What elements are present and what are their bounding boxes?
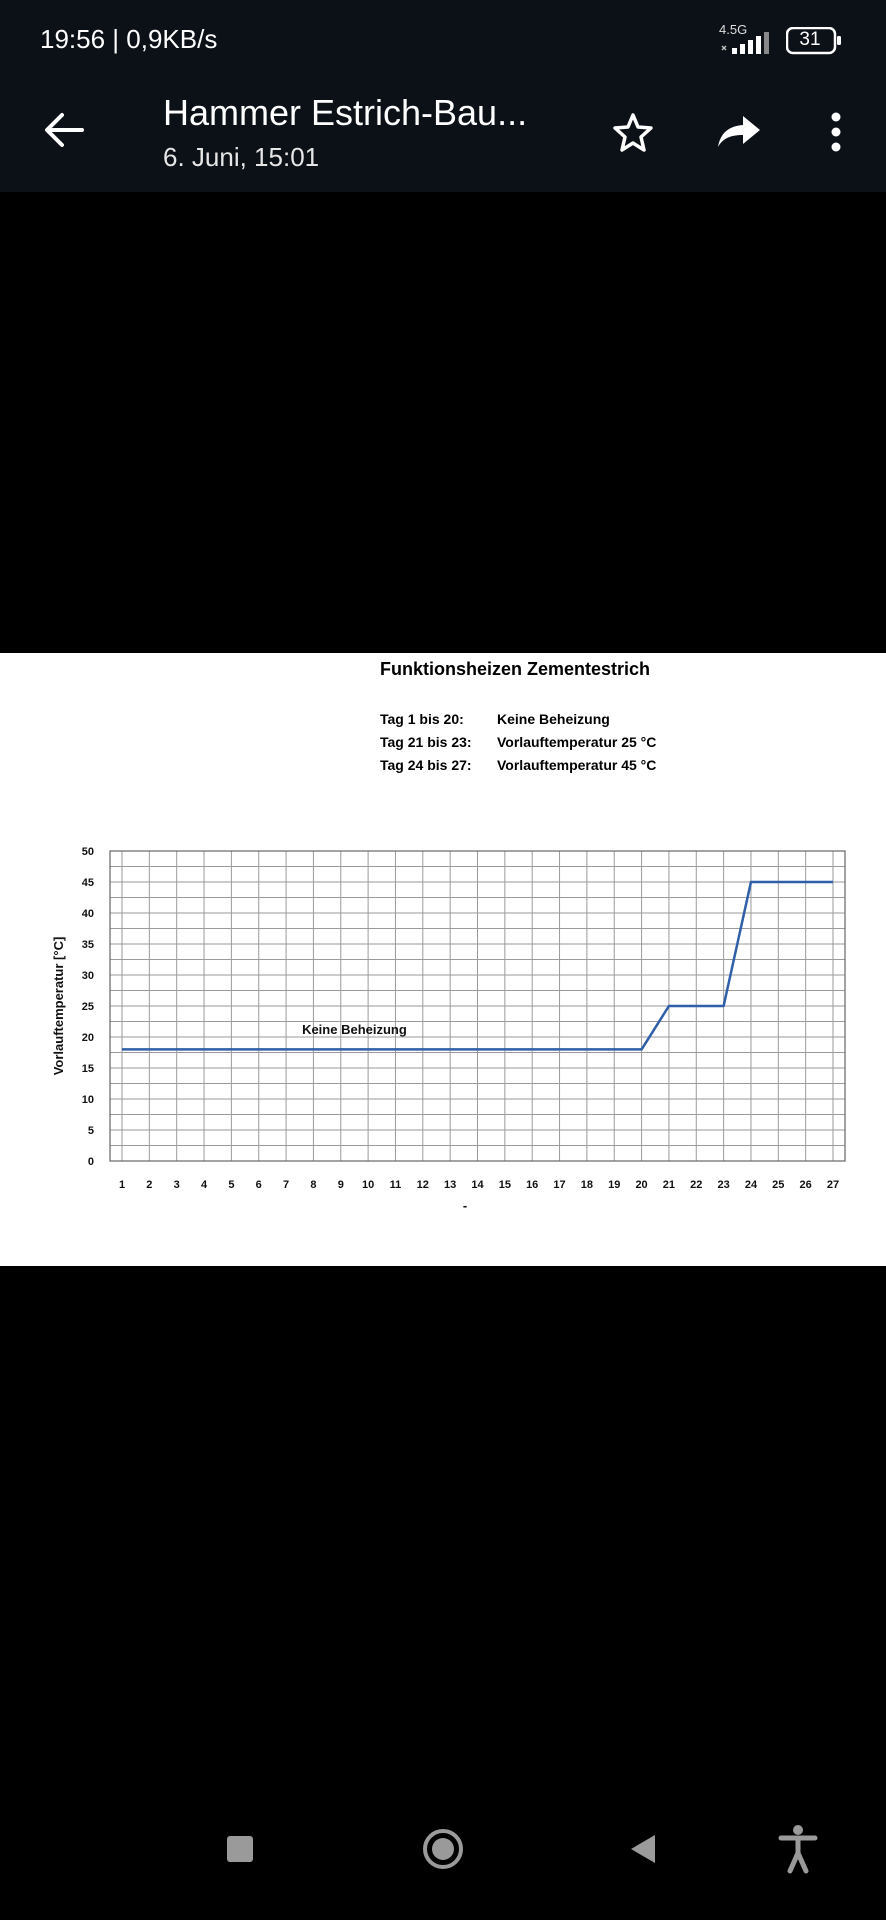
y-tick-label: 30: [82, 970, 94, 982]
battery-level: 31: [799, 29, 821, 50]
top-area: 19:56 | 0,9KB/s 4.5G 31 Hammer Estrich-B…: [0, 0, 886, 192]
legend-value: Vorlauftemperatur 25 °C: [497, 734, 657, 750]
y-tick-label: 15: [82, 1063, 94, 1075]
arrow-left-icon: [45, 113, 84, 147]
triangle-back-icon: [631, 1835, 655, 1863]
x-tick-label: 4: [201, 1179, 208, 1191]
star-button[interactable]: [605, 104, 661, 160]
y-axis-label: Vorlauftemperatur [°C]: [51, 937, 66, 1076]
battery-icon: [786, 27, 841, 55]
x-tick-label: 16: [526, 1179, 538, 1191]
x-tick-label: 27: [827, 1179, 839, 1191]
x-tick-label: 7: [283, 1179, 289, 1191]
x-tick-label: 22: [690, 1179, 702, 1191]
y-tick-label: 35: [82, 939, 94, 951]
square-icon: [227, 1836, 253, 1862]
x-tick-label: 13: [444, 1179, 456, 1191]
y-tick-label: 50: [82, 846, 94, 858]
x-tick-label: 17: [553, 1179, 565, 1191]
x-tick-label: 14: [471, 1179, 484, 1191]
status-bar: 19:56 | 0,9KB/s 4.5G 31: [0, 0, 886, 80]
x-tick-label: 5: [228, 1179, 234, 1191]
plot-frame: [109, 850, 846, 1162]
y-tick-label: 20: [82, 1032, 94, 1044]
accessibility-icon: [778, 1825, 818, 1874]
more-options-button[interactable]: [808, 104, 864, 160]
status-time: 19:56 | 0,9KB/s: [40, 24, 218, 54]
x-tick-label: 12: [417, 1179, 429, 1191]
x-tick-label: 23: [717, 1179, 729, 1191]
x-tick-label: 3: [174, 1179, 180, 1191]
x-tick-label: 18: [581, 1179, 593, 1191]
legend-label: Tag 21 bis 23:: [380, 734, 472, 750]
legend-line: Tag 21 bis 23: Vorlauftemperatur 25 °C: [380, 734, 656, 750]
series-line: [122, 880, 833, 1051]
circle-icon: [423, 1829, 463, 1869]
y-tick-label: 25: [82, 1001, 94, 1013]
y-tick-label: 5: [88, 1125, 94, 1137]
y-tick-label: 40: [82, 908, 94, 920]
x-tick-label: 1: [119, 1179, 125, 1191]
x-tick-label: 21: [663, 1179, 675, 1191]
legend-value: Keine Beheizung: [497, 711, 610, 727]
x-axis-label: -: [463, 1198, 467, 1213]
legend-label: Tag 1 bis 20:: [380, 711, 464, 727]
x-tick-label: 19: [608, 1179, 620, 1191]
legend-line: Tag 1 bis 20: Keine Beheizung: [380, 711, 610, 727]
x-tick-label: 6: [256, 1179, 262, 1191]
x-tick-label: 24: [745, 1179, 758, 1191]
app-bar: Hammer Estrich-Bau... 6. Juni, 15:01: [0, 80, 886, 192]
x-tick-label: 11: [390, 1179, 402, 1191]
legend-label: Tag 24 bis 27:: [380, 757, 472, 773]
conversation-title: Hammer Estrich-Bau...: [163, 92, 528, 133]
recent-apps-button[interactable]: [205, 1814, 275, 1884]
x-tick-label: 15: [499, 1179, 511, 1191]
x-tick-label: 8: [310, 1179, 316, 1191]
chart-title: Funktionsheizen Zementestrich: [380, 659, 651, 679]
more-vertical-icon: [831, 112, 841, 152]
x-tick-label: 25: [772, 1179, 784, 1191]
x-tick-label: 26: [800, 1179, 812, 1191]
network-type: 4.5G: [719, 22, 748, 37]
y-tick-label: 10: [82, 1094, 94, 1106]
star-outline-icon: [613, 113, 653, 152]
x-tick-label: 10: [362, 1179, 374, 1191]
y-tick-label: 0: [88, 1156, 94, 1168]
chart-annotation: Keine Beheizung: [302, 1022, 407, 1037]
message-date: 6. Juni, 15:01: [163, 142, 320, 172]
navigation-bar: [0, 1774, 886, 1920]
legend-value: Vorlauftemperatur 45 °C: [497, 757, 657, 773]
share-arrow-icon: [718, 116, 760, 147]
signal-icon: [721, 32, 769, 54]
back-button[interactable]: [36, 102, 92, 158]
x-tick-label: 20: [635, 1179, 647, 1191]
nav-back-button[interactable]: [608, 1814, 678, 1884]
attached-image[interactable]: Funktionsheizen Zementestrich Tag 1 bis …: [0, 653, 886, 1266]
x-tick-label: 9: [338, 1179, 344, 1191]
home-button[interactable]: [408, 1814, 478, 1884]
legend-line: Tag 24 bis 27: Vorlauftemperatur 45 °C: [380, 757, 656, 773]
share-button[interactable]: [711, 104, 767, 160]
accessibility-button[interactable]: [763, 1814, 833, 1884]
x-tick-label: 2: [146, 1179, 152, 1191]
y-tick-label: 45: [82, 877, 94, 889]
